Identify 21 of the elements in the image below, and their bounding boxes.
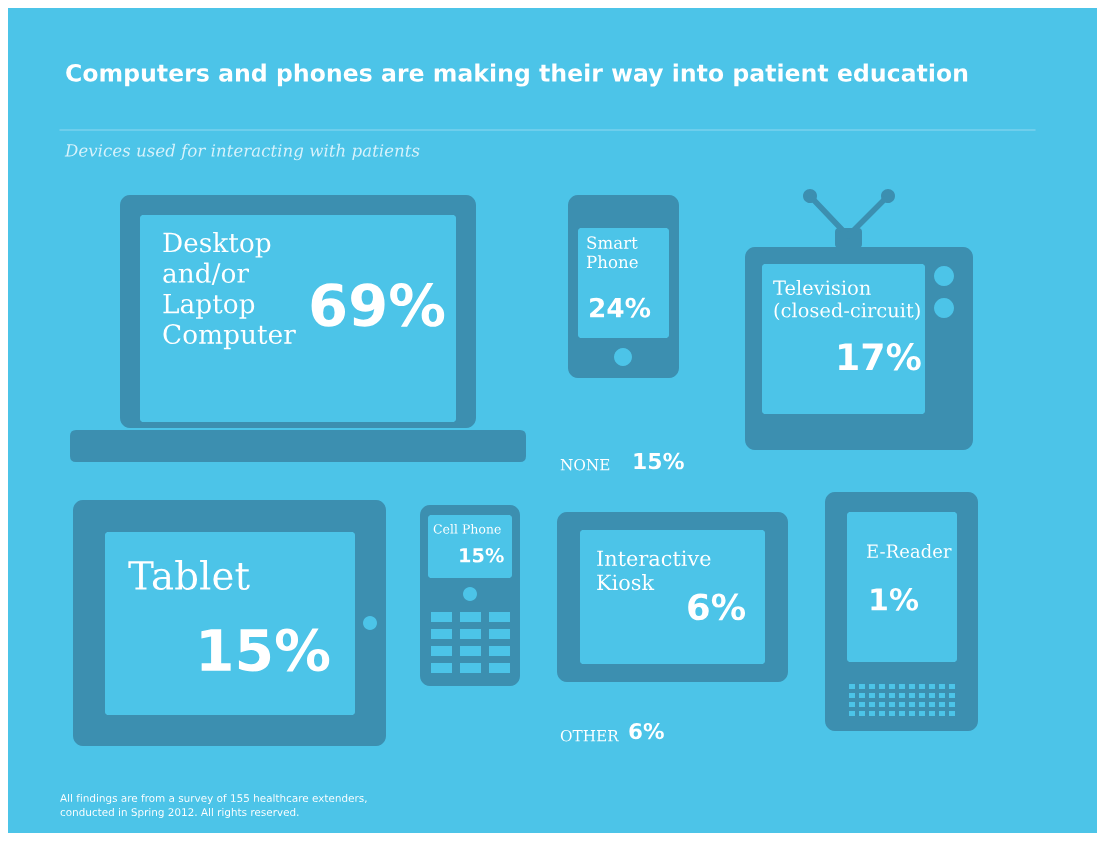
data-label: 15% xyxy=(201,628,330,672)
text: Devices used for interacting with patients xyxy=(64,143,420,161)
category-label: OTHER xyxy=(560,729,620,742)
category-label: Tablet xyxy=(128,560,250,591)
data-label: 15% xyxy=(460,547,504,563)
data-label: 24% xyxy=(590,297,651,318)
data-label: 1% xyxy=(871,587,919,611)
category-label: Cell Phone xyxy=(433,524,501,534)
category-label: E-Reader xyxy=(867,544,952,558)
data-label: 69% xyxy=(311,283,445,327)
data-label: 6% xyxy=(629,722,664,740)
data-label: 17% xyxy=(839,343,921,371)
category-label: NONE xyxy=(560,458,610,471)
text: All findings are from a survey of 155 healthcare extenders, conducted in Spring 2012. All rights reserved. xyxy=(60,793,367,819)
data-label: 6% xyxy=(688,593,746,621)
category-label: Interactive Kiosk xyxy=(597,550,711,591)
category-label: Desktop and/or Laptop Computer xyxy=(163,232,296,350)
category-label: Smart Phone xyxy=(586,236,638,269)
category-label: Television (closed-circuit) xyxy=(773,280,920,321)
data-label: 15% xyxy=(634,452,684,470)
text: Computers and phones are making their way into patient education xyxy=(66,63,968,87)
